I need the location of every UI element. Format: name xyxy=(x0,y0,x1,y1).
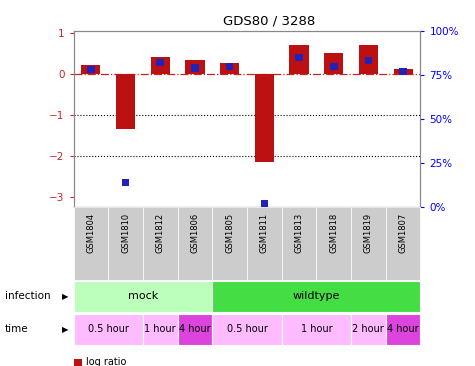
Text: GSM1805: GSM1805 xyxy=(225,213,234,253)
Bar xyxy=(295,54,303,61)
Text: 0.5 hour: 0.5 hour xyxy=(227,324,267,335)
Bar xyxy=(330,63,338,70)
Bar xyxy=(185,60,205,74)
Bar xyxy=(324,53,343,74)
Text: GSM1807: GSM1807 xyxy=(399,213,408,253)
Text: GSM1818: GSM1818 xyxy=(329,213,338,253)
Bar xyxy=(74,207,108,280)
Text: ▶: ▶ xyxy=(62,292,69,301)
Text: GSM1811: GSM1811 xyxy=(260,213,269,253)
Bar xyxy=(386,207,420,280)
Text: GSM1804: GSM1804 xyxy=(86,213,95,253)
Text: 0.5 hour: 0.5 hour xyxy=(88,324,129,335)
Text: GDS80 / 3288: GDS80 / 3288 xyxy=(223,14,315,27)
Bar xyxy=(116,74,135,129)
Text: GSM1810: GSM1810 xyxy=(121,213,130,253)
Bar xyxy=(220,63,239,74)
Bar xyxy=(156,59,164,66)
Bar xyxy=(351,314,386,345)
Bar xyxy=(282,314,351,345)
Bar xyxy=(247,207,282,280)
Text: mock: mock xyxy=(128,291,158,302)
Bar xyxy=(289,45,309,74)
Text: 1 hour: 1 hour xyxy=(144,324,176,335)
Bar xyxy=(364,57,372,64)
Bar xyxy=(108,207,143,280)
Text: 4 hour: 4 hour xyxy=(179,324,211,335)
Bar xyxy=(386,314,420,345)
Bar xyxy=(178,314,212,345)
Bar xyxy=(74,314,143,345)
Text: GSM1819: GSM1819 xyxy=(364,213,373,253)
Bar xyxy=(255,74,274,162)
Text: GSM1812: GSM1812 xyxy=(156,213,165,253)
Bar xyxy=(316,207,351,280)
Text: ▶: ▶ xyxy=(62,325,69,334)
Bar xyxy=(260,200,268,207)
Bar xyxy=(191,64,199,71)
Bar xyxy=(74,281,212,312)
Bar xyxy=(359,45,378,74)
Text: log ratio: log ratio xyxy=(86,357,126,366)
Bar xyxy=(87,66,95,73)
Bar xyxy=(282,207,316,280)
Bar xyxy=(212,281,420,312)
Text: 4 hour: 4 hour xyxy=(387,324,419,335)
Bar xyxy=(399,68,407,75)
Bar xyxy=(178,207,212,280)
Text: time: time xyxy=(5,324,28,335)
Bar xyxy=(143,207,178,280)
Bar xyxy=(151,57,170,74)
Bar xyxy=(351,207,386,280)
Bar xyxy=(226,63,234,70)
Text: GSM1813: GSM1813 xyxy=(294,213,304,253)
Text: infection: infection xyxy=(5,291,50,302)
Text: wildtype: wildtype xyxy=(293,291,340,302)
Bar xyxy=(143,314,178,345)
Text: GSM1806: GSM1806 xyxy=(190,213,200,253)
Bar xyxy=(122,179,130,186)
Text: 2 hour: 2 hour xyxy=(352,324,384,335)
Bar xyxy=(81,65,101,74)
Bar xyxy=(212,207,247,280)
Bar xyxy=(393,69,413,74)
Bar xyxy=(212,314,282,345)
Text: 1 hour: 1 hour xyxy=(301,324,332,335)
